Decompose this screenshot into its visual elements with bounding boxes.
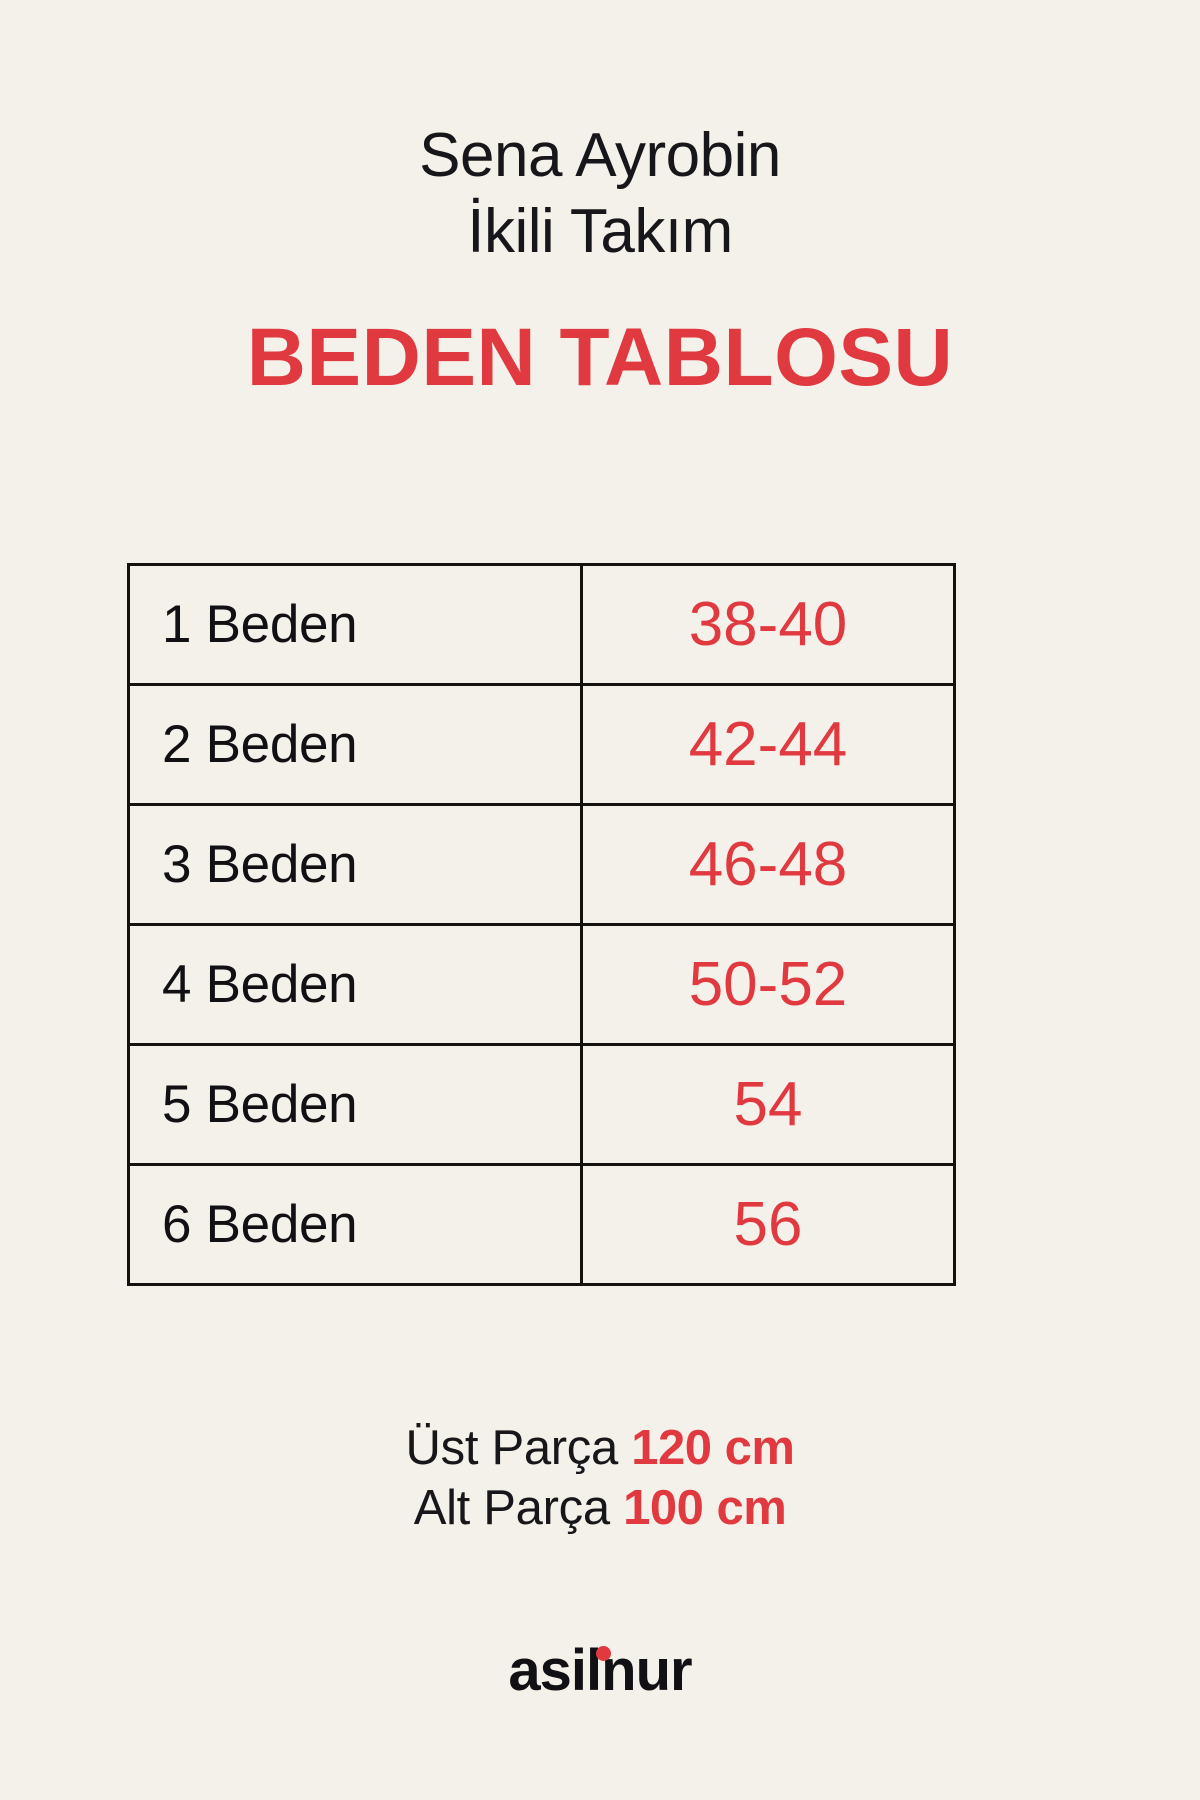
size-value-cell: 56	[580, 1163, 956, 1286]
size-table-body: 1 Beden 38-40 2 Beden 42-44 3 Beden 46-4…	[127, 563, 956, 1286]
logo-dot-icon	[596, 1646, 612, 1661]
size-value-cell: 46-48	[580, 803, 956, 926]
product-title-line-2: İkili Takım	[467, 197, 733, 266]
size-table: 1 Beden 38-40 2 Beden 42-44 3 Beden 46-4…	[127, 563, 956, 1286]
table-row: 3 Beden 46-48	[127, 803, 956, 926]
size-label-cell: 1 Beden	[127, 563, 583, 686]
table-row: 2 Beden 42-44	[127, 683, 956, 806]
product-title: Sena Ayrobin İkili Takım	[0, 118, 1200, 270]
size-label-cell: 3 Beden	[127, 803, 583, 926]
page-title: BEDEN TABLOSU	[246, 312, 954, 403]
table-row: 6 Beden 56	[127, 1163, 956, 1286]
size-label-cell: 6 Beden	[127, 1163, 583, 1286]
brand-name: asilnur	[508, 1636, 692, 1706]
size-value-cell: 42-44	[580, 683, 956, 806]
measurement-line-bottom: Alt Parça 100 cm	[0, 1478, 1200, 1538]
size-value-cell: 38-40	[580, 563, 956, 686]
measurement-label-top: Üst Parça	[405, 1421, 632, 1475]
size-value-cell: 54	[580, 1043, 956, 1166]
measurements-block: Üst Parça 120 cm Alt Parça 100 cm	[0, 1418, 1200, 1538]
size-value-cell: 50-52	[580, 923, 956, 1046]
table-row: 1 Beden 38-40	[127, 563, 956, 686]
measurement-line-top: Üst Parça 120 cm	[0, 1418, 1200, 1478]
table-row: 4 Beden 50-52	[127, 923, 956, 1046]
size-label-cell: 4 Beden	[127, 923, 583, 1046]
brand-logo: asilnur	[0, 1636, 1200, 1706]
measurement-value-bottom: 100 cm	[623, 1481, 787, 1535]
table-row: 5 Beden 54	[127, 1043, 956, 1166]
measurement-label-bottom: Alt Parça	[413, 1481, 624, 1535]
size-label-cell: 5 Beden	[127, 1043, 583, 1166]
measurement-value-top: 120 cm	[631, 1421, 795, 1475]
size-label-cell: 2 Beden	[127, 683, 583, 806]
product-title-line-1: Sena Ayrobin	[419, 121, 781, 190]
